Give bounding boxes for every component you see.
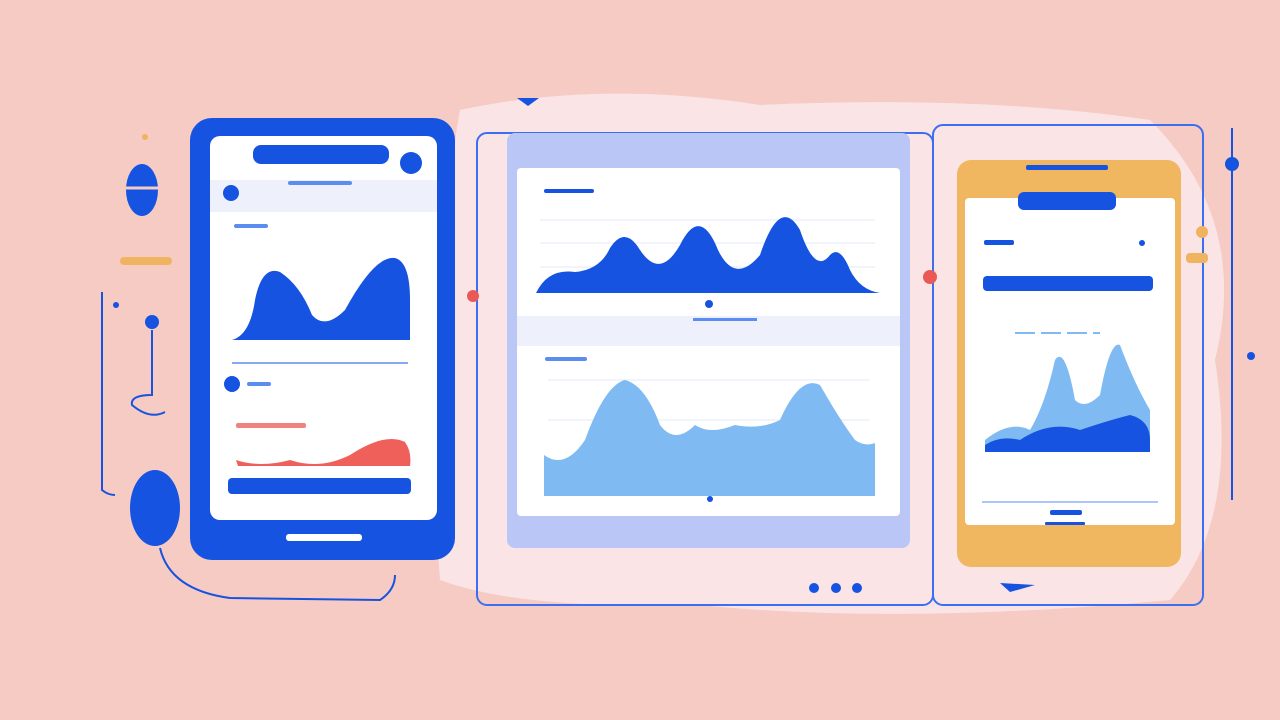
dot (707, 496, 713, 502)
decor-dot (142, 134, 148, 140)
area-chart (544, 380, 875, 496)
icon (224, 376, 240, 392)
placeholder-text (545, 357, 587, 361)
decor-bar (1186, 253, 1208, 263)
area-chart (236, 438, 411, 466)
phone-button (983, 276, 1153, 291)
dot (1139, 240, 1145, 246)
device-outline (932, 124, 1204, 606)
row (210, 180, 437, 212)
placeholder-text (234, 224, 268, 228)
placeholder-text (247, 382, 271, 386)
notch (1018, 192, 1116, 210)
home-bar (1050, 510, 1082, 515)
placeholder-text (236, 423, 306, 428)
placeholder-text (984, 240, 1014, 245)
decor-dot (923, 270, 937, 284)
decor-bar (120, 257, 172, 265)
decor-dot (1247, 352, 1255, 360)
placeholder-text (693, 318, 757, 321)
pager-dot (809, 583, 819, 593)
phone-header (253, 145, 389, 164)
decor-dot (1196, 226, 1208, 238)
decor-wire (101, 292, 116, 496)
pager-dot (831, 583, 841, 593)
icon (223, 185, 239, 201)
home-bar (286, 534, 362, 541)
avatar (400, 152, 422, 174)
speaker (1026, 165, 1108, 170)
phone-screen (965, 198, 1175, 525)
decor-wire (130, 330, 166, 416)
pager-dot (852, 583, 862, 593)
placeholder-text (288, 181, 352, 185)
decor-triangle (517, 98, 539, 106)
decor-triangle (1000, 583, 1035, 592)
placeholder-text (544, 189, 594, 193)
decor-dot (113, 302, 119, 308)
area-chart (232, 257, 410, 340)
decor-wire (159, 547, 396, 602)
decor-pill (126, 164, 158, 216)
home-bar (1045, 522, 1085, 525)
area-chart (985, 415, 1150, 452)
decor-dot (467, 290, 479, 302)
area-chart (536, 217, 880, 293)
phone-button (228, 478, 411, 494)
decor-mouse (130, 470, 180, 546)
decor-dot (145, 315, 159, 329)
dot (705, 300, 713, 308)
